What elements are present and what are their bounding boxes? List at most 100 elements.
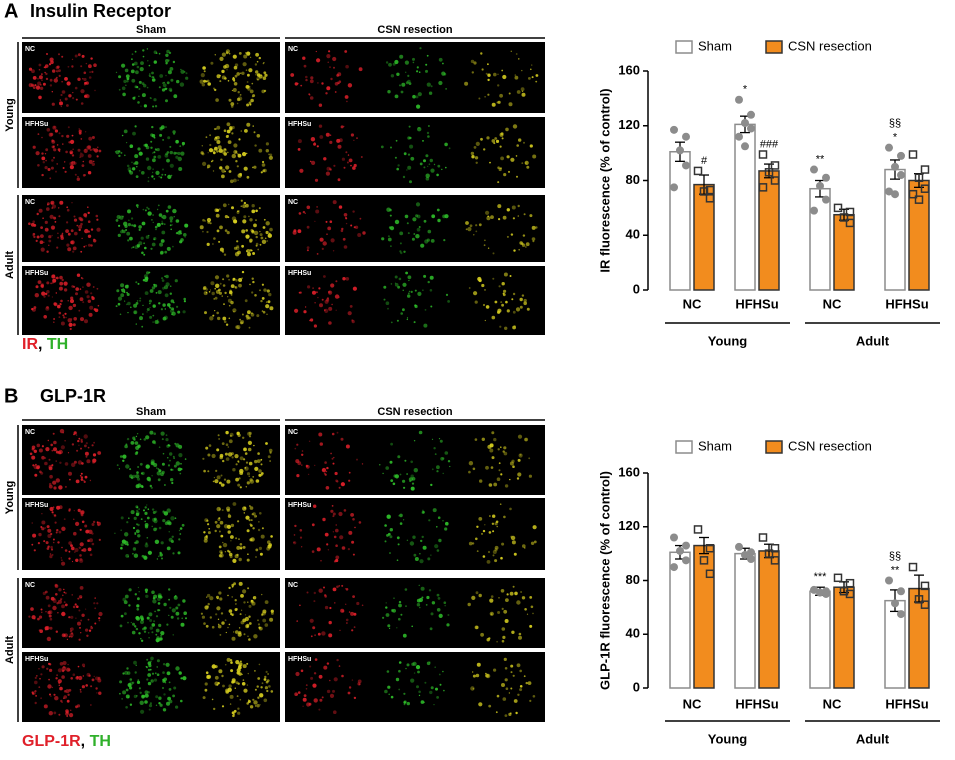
stain-spot: [483, 148, 486, 151]
stain-spot: [332, 515, 335, 518]
stain-spot: [132, 131, 136, 136]
stain-spot: [135, 204, 139, 207]
stain-spot: [213, 237, 216, 240]
stain-spot: [251, 204, 255, 208]
stain-spot: [54, 221, 57, 223]
stain-spot: [270, 609, 274, 613]
stain-spot: [474, 300, 478, 304]
stain-spot: [353, 626, 356, 628]
stain-spot: [137, 523, 140, 527]
stain-spot: [317, 82, 319, 84]
stain-spot: [243, 601, 246, 604]
stain-spot: [159, 74, 164, 78]
stain-spot: [228, 513, 230, 515]
stain-spot: [269, 306, 274, 311]
stain-spot: [226, 657, 231, 662]
stain-spot: [87, 299, 92, 303]
stain-spot: [467, 602, 471, 607]
stain-spot: [85, 684, 88, 687]
stain-spot: [438, 80, 443, 86]
data-point: [758, 533, 768, 542]
stain-spot: [255, 556, 257, 558]
stain-spot: [403, 486, 406, 489]
stain-spot: [81, 549, 84, 552]
stain-spot: [233, 178, 237, 183]
stain-spot: [123, 600, 128, 605]
data-point: [747, 548, 755, 557]
stain-spot: [138, 632, 141, 635]
stain-spot: [130, 510, 135, 515]
stain-spot: [314, 464, 316, 467]
stain-spot: [265, 680, 269, 684]
stain-spot: [221, 174, 225, 179]
stain-spot: [267, 300, 271, 304]
stain-spot: [352, 210, 355, 213]
stain-spot: [141, 221, 146, 226]
stain-spot: [41, 79, 43, 81]
stain-spot: [68, 94, 72, 98]
stain-spot: [425, 63, 428, 66]
stain-spot: [138, 225, 142, 229]
stain-spot: [117, 296, 123, 301]
stain-spot: [180, 238, 184, 242]
stain-spot: [97, 678, 102, 683]
stain-spot: [32, 232, 36, 236]
stain-spot: [479, 479, 483, 483]
stain-spot: [331, 303, 333, 306]
stain-spot: [527, 681, 532, 685]
stain-spot: [51, 686, 54, 689]
stain-spot: [509, 275, 512, 277]
stain-spot: [225, 323, 229, 326]
stain-spot: [154, 442, 157, 445]
stain-spot: [501, 303, 504, 307]
stain-spot: [214, 520, 218, 524]
stain-spot: [55, 66, 59, 70]
stain-spot: [160, 634, 163, 637]
stain-spot: [199, 225, 204, 230]
stain-spot: [489, 161, 491, 164]
stain-spot: [94, 597, 96, 599]
stain-spot: [166, 671, 171, 676]
stain-spot: [335, 309, 337, 311]
stain-spot: [140, 639, 144, 642]
stain-spot: [526, 307, 530, 311]
stain-spot: [406, 222, 409, 225]
stain-spot: [206, 675, 210, 679]
stain-spot: [168, 531, 170, 533]
stain-spot: [151, 475, 153, 477]
stain-spot: [41, 513, 43, 515]
stain-spot: [323, 275, 326, 278]
stain-spot: [55, 593, 58, 596]
stain-spot: [144, 246, 147, 250]
stain-spot: [59, 281, 64, 286]
stain-spot: [211, 291, 215, 296]
stain-spot: [248, 435, 252, 438]
data-point: [682, 132, 690, 141]
stain-spot: [531, 76, 534, 79]
stain-spot: [120, 516, 124, 520]
stain-spot: [217, 597, 219, 600]
stain-spot: [242, 62, 247, 67]
stain-spot: [152, 158, 156, 163]
stain-spot: [299, 604, 301, 607]
stain-spot: [513, 249, 516, 252]
stain-spot: [40, 247, 45, 252]
significance-mark: #: [701, 155, 708, 167]
stain-spot: [322, 241, 327, 246]
stain-spot: [264, 686, 268, 690]
stain-spot: [125, 74, 130, 79]
stain-spot: [504, 619, 509, 623]
stain-spot: [331, 432, 335, 436]
stain-spot: [248, 638, 251, 641]
stain-spot: [517, 215, 520, 217]
stain-spot: [227, 446, 230, 448]
stain-spot: [396, 559, 399, 561]
bar: [734, 552, 756, 689]
stain-spot: [61, 546, 63, 549]
stain-spot: [340, 608, 345, 613]
stain-spot: [326, 86, 331, 91]
stain-spot: [158, 213, 163, 217]
stain-spot: [120, 293, 125, 298]
stain-spot: [245, 229, 248, 232]
stain-spot: [128, 219, 130, 221]
